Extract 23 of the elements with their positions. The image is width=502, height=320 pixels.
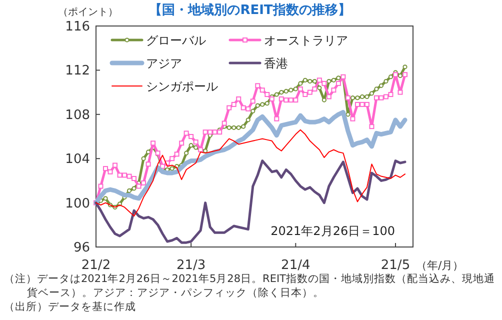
text: （出所）データを基に作成 [4, 300, 137, 314]
y-tick-label: 108 [65, 108, 90, 123]
x-axis-title: （年/月） [416, 259, 464, 272]
line-series [94, 110, 408, 206]
line-series [94, 160, 406, 244]
legend-label: オーストラリア [264, 34, 348, 48]
y-axis-title: （ポイント） [58, 7, 118, 18]
annotation: 2021年2月26日＝100 [270, 224, 395, 238]
y-tick-label: 104 [65, 152, 90, 168]
x-tick-label: 21/4 [281, 258, 310, 273]
y-tick-label: 100 [65, 196, 90, 212]
legend-label: グローバル [146, 34, 206, 48]
x-tick-label: 21/3 [176, 258, 206, 273]
legend-label: 香港 [264, 56, 288, 70]
y-tick-label: 112 [65, 64, 90, 79]
legend-label: アジア [146, 56, 182, 70]
text: （注）データは2021年2月26日～2021年5月28日。REIT指数の国・地域別指数（配当込み、現地通貨ベース）。アジア：アジア・パシフィック（除く日本）。 [4, 272, 496, 300]
y-tick-label: 116 [65, 20, 90, 34]
y-tick-label: 96 [73, 240, 90, 256]
legend-label: シンガポール [146, 80, 218, 94]
chart-title: 【国・地域別のREIT指数の推移】 [149, 2, 351, 18]
x-tick-label: 21/5 [380, 258, 410, 273]
x-tick-label: 21/2 [81, 258, 111, 273]
